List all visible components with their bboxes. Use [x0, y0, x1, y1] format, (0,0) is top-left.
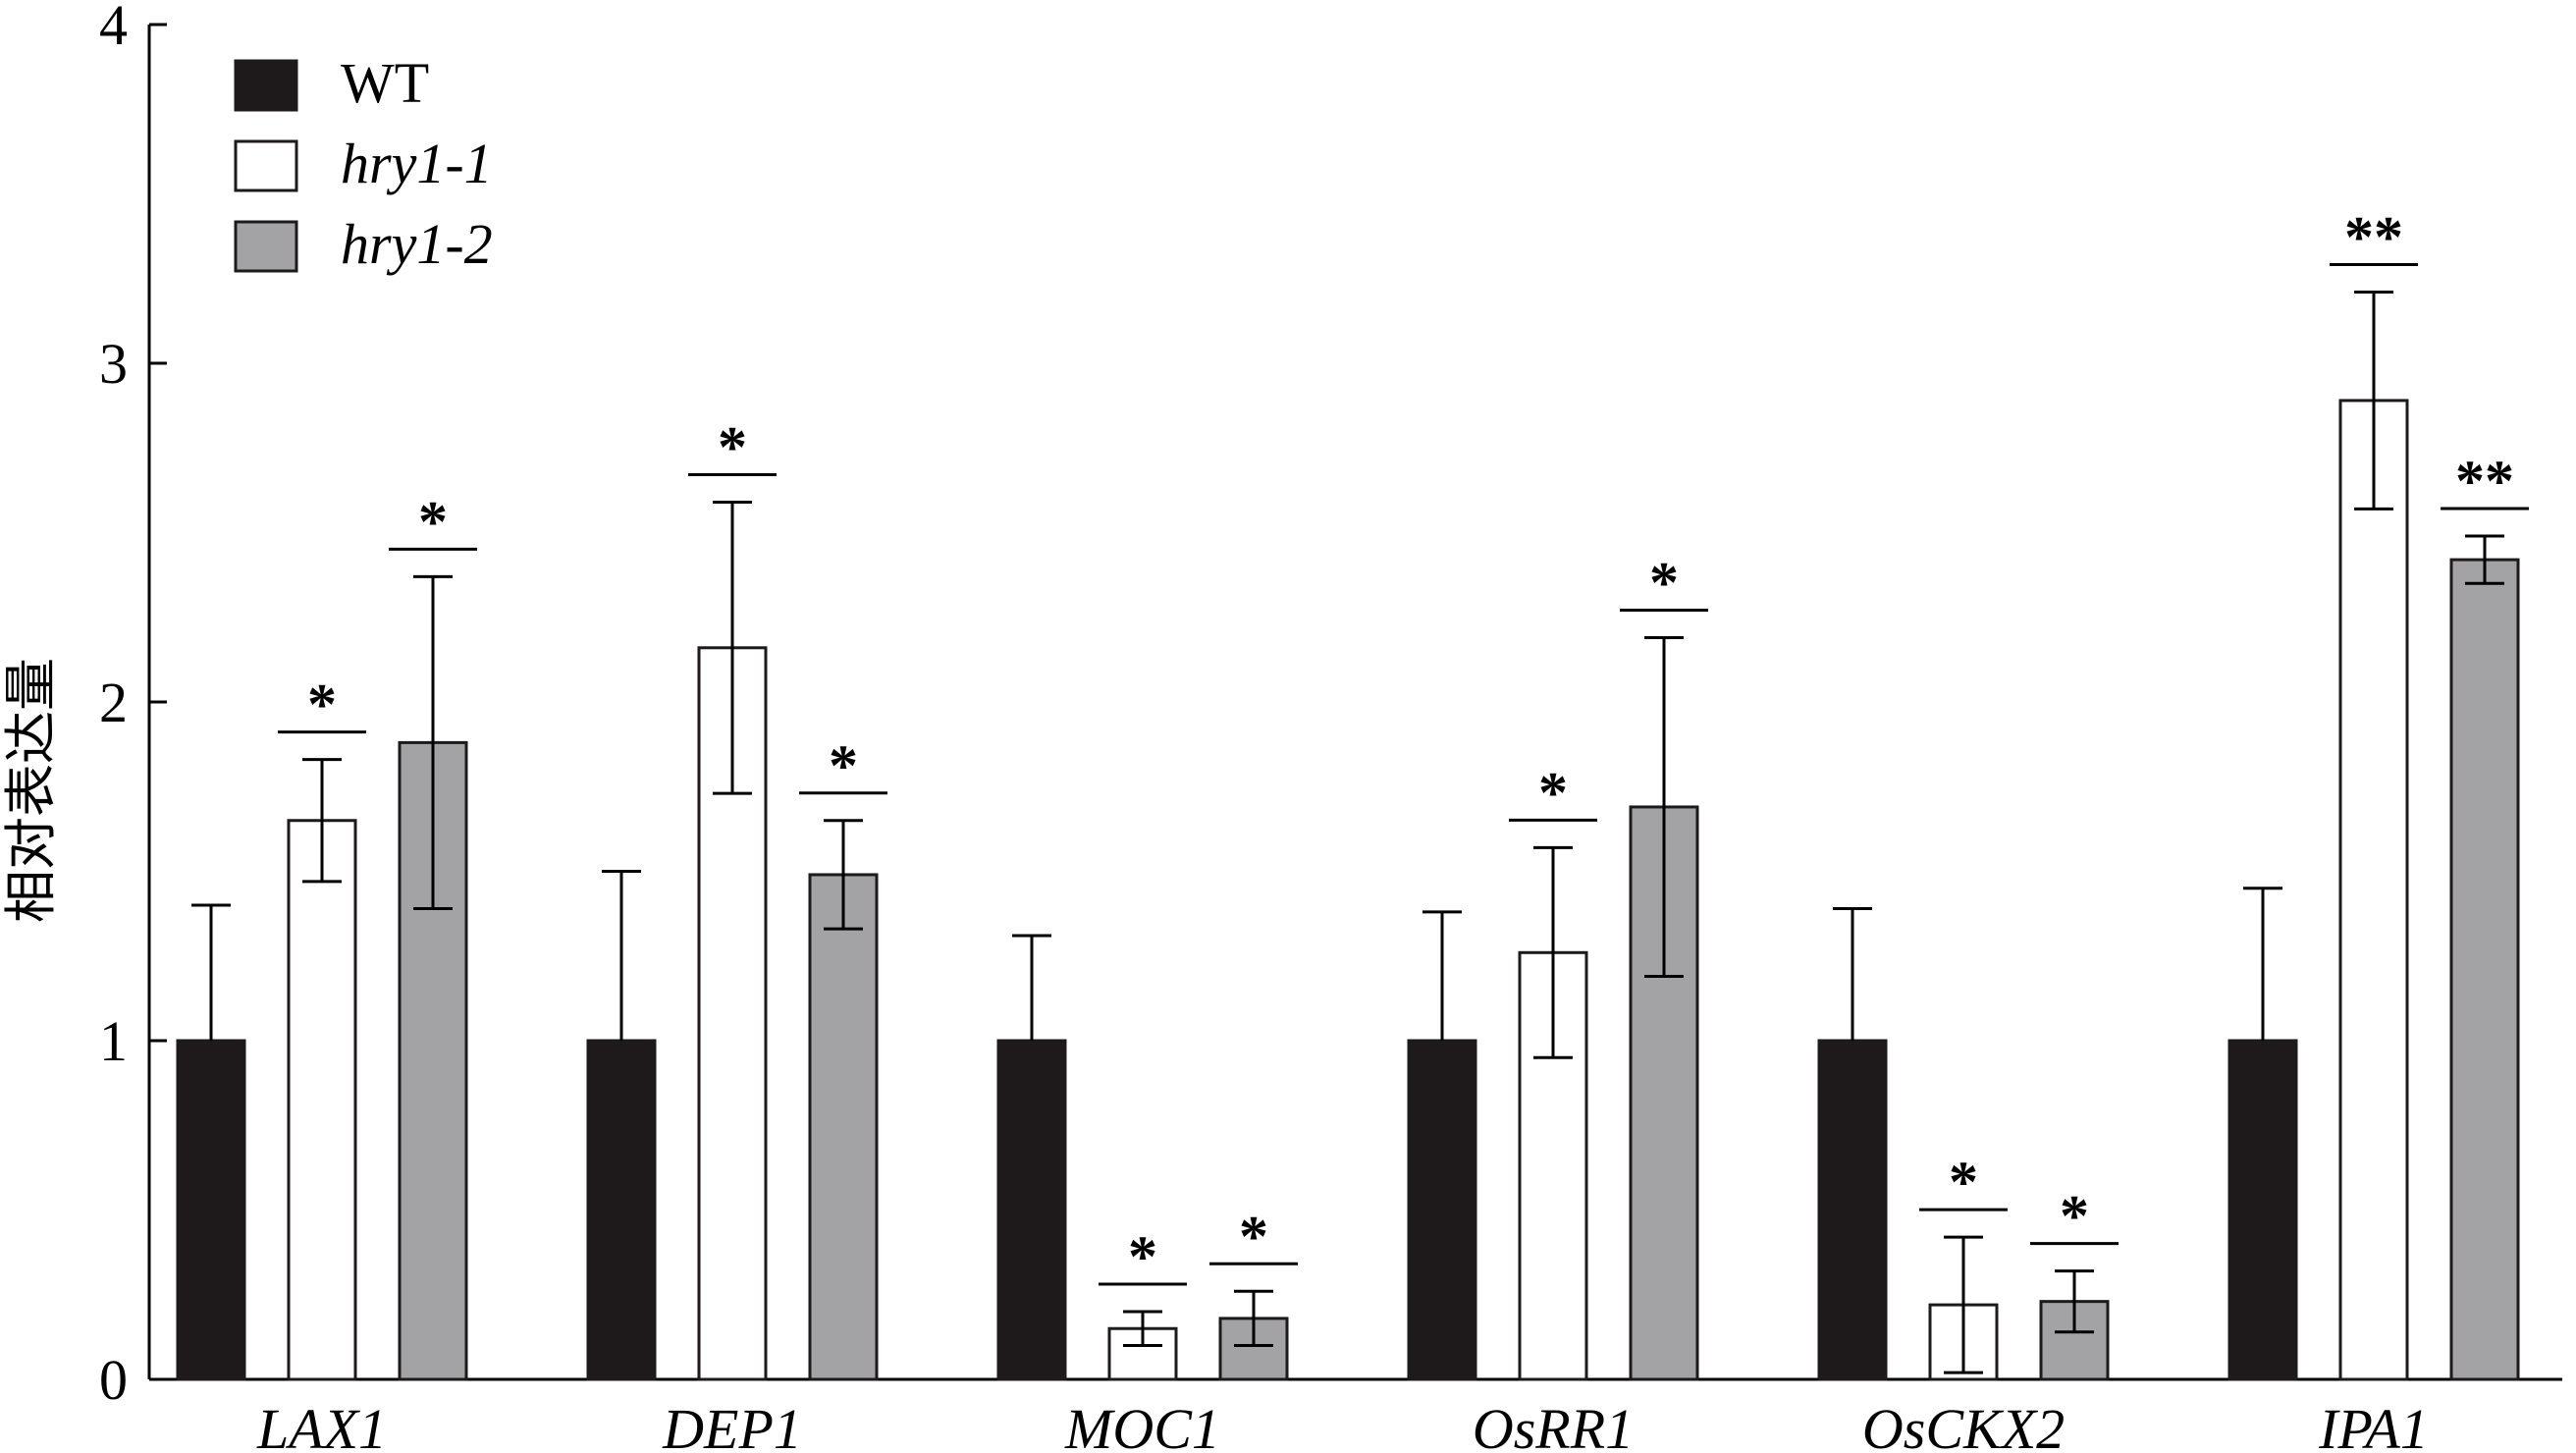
significance-label: *	[2060, 1184, 2089, 1249]
y-tick-label: 0	[99, 1348, 128, 1412]
significance-label: *	[1649, 550, 1679, 615]
x-category-label: OsRR1	[1473, 1397, 1634, 1453]
axes: 0 1 2 3 4 LAX1 DEP1 MOC1 OsRR1 OsCKX2 IPA1	[99, 0, 2562, 1453]
bar-WT-OsCKX2	[1817, 1039, 1888, 1381]
legend: WT hry1-1 hry1-2	[234, 51, 493, 276]
x-category-label: LAX1	[256, 1397, 387, 1453]
legend-swatch-hry1-1	[234, 139, 298, 192]
significance-label: *	[1538, 760, 1568, 825]
significance-label: *	[718, 414, 747, 479]
bars-layer	[176, 291, 2520, 1381]
y-axis-label: 相对表达量	[0, 658, 62, 923]
bar-WT-DEP1	[586, 1039, 657, 1381]
y-tick-label: 4	[99, 0, 128, 57]
significance-label: *	[307, 673, 337, 737]
bar-WT-OsRR1	[1407, 1039, 1477, 1381]
bar-hry1-2-DEP1	[808, 873, 879, 1381]
legend-swatch-hry1-2	[234, 220, 298, 273]
legend-label: hry1-1	[341, 132, 493, 195]
significance-label: *	[1949, 1150, 1978, 1214]
x-category-label: OsCKX2	[1862, 1397, 2065, 1453]
y-tick-label: 3	[99, 332, 128, 396]
legend-label: WT	[341, 51, 429, 115]
significance-label: *	[1239, 1204, 1268, 1268]
significance-label: **	[2344, 205, 2403, 270]
x-category-label: DEP1	[662, 1397, 802, 1453]
x-category-label: MOC1	[1064, 1397, 1220, 1453]
significance-label: *	[418, 489, 448, 554]
significance-label: **	[2455, 449, 2514, 513]
bar-hry1-1-LAX1	[287, 819, 357, 1381]
bar-WT-LAX1	[176, 1039, 246, 1381]
significance-label: *	[1128, 1224, 1157, 1289]
legend-swatch-WT	[234, 59, 298, 112]
y-tick-label: 2	[99, 671, 128, 734]
significance-layer: ***** *********	[278, 205, 2529, 1289]
bar-hry1-2-IPA1	[2449, 558, 2520, 1381]
bar-hry1-1-IPA1	[2338, 399, 2409, 1381]
legend-label: hry1-2	[341, 212, 493, 276]
significance-label: *	[829, 733, 858, 798]
bar-WT-IPA1	[2227, 1039, 2298, 1381]
y-tick-label: 1	[99, 1009, 128, 1073]
bar-WT-MOC1	[996, 1039, 1067, 1381]
x-category-label: IPA1	[2318, 1397, 2429, 1453]
